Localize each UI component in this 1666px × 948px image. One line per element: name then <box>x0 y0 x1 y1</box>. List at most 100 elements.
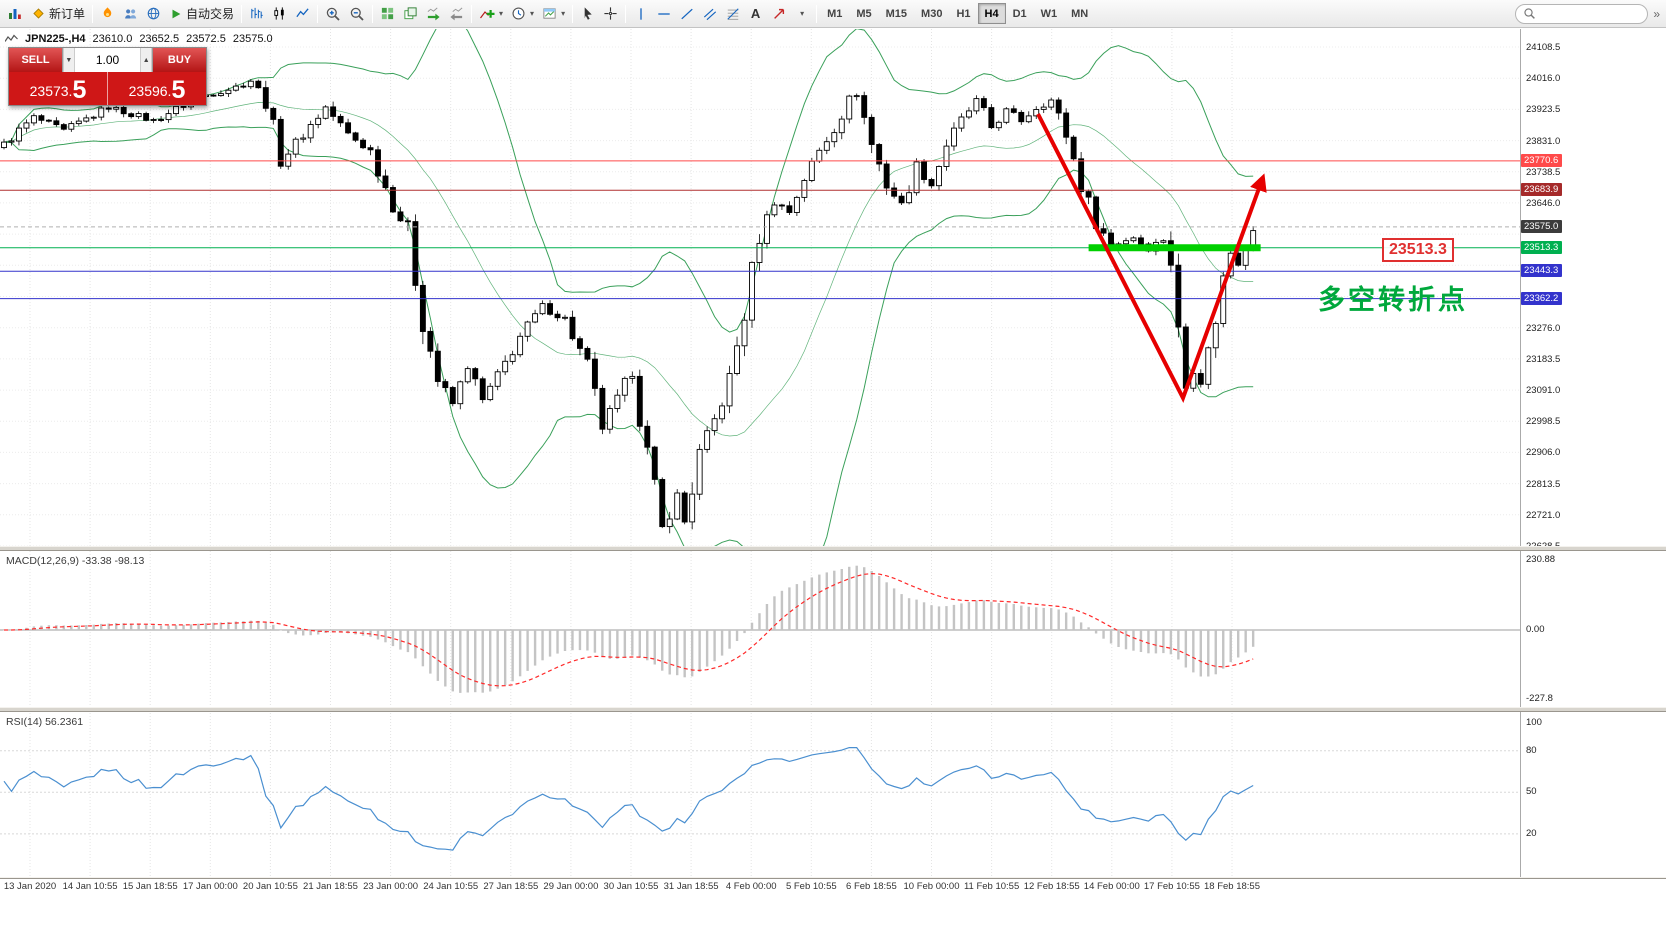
sell-price[interactable]: 23573. 5 <box>9 72 107 105</box>
toolbar-separator <box>372 4 374 23</box>
toolbar-separator <box>241 4 243 23</box>
price-tick: 23276.0 <box>1526 323 1561 334</box>
timeframe-h1[interactable]: H1 <box>949 3 977 24</box>
chevron-double-glyph: » <box>1653 6 1660 21</box>
globe-icon[interactable] <box>142 2 165 25</box>
toolbar-separator <box>471 4 473 23</box>
vertical-line-icon[interactable] <box>629 2 652 25</box>
channel-icon[interactable] <box>698 2 721 25</box>
chart-shift-icon[interactable] <box>445 2 468 25</box>
volume-increase-button[interactable]: ▲ <box>140 48 152 72</box>
shapes-dropdown-glyph: ▾ <box>800 9 805 18</box>
price-tick: 24108.5 <box>1526 42 1561 53</box>
price-marker: 23575.0 <box>1521 220 1563 233</box>
toolbar-overflow-icon[interactable]: » <box>1653 7 1660 21</box>
time-tick-label: 29 Jan 00:00 <box>543 881 599 892</box>
timeframe-m15[interactable]: M15 <box>879 3 914 24</box>
time-tick-label: 21 Jan 18:55 <box>303 881 358 892</box>
macd-axis-zero: 0.00 <box>1526 624 1545 635</box>
time-tick-label: 31 Jan 18:55 <box>663 881 719 892</box>
horizontal-line-icon[interactable] <box>652 2 675 25</box>
cursor-icon[interactable] <box>576 2 599 25</box>
time-tick-label: 11 Feb 10:55 <box>963 881 1020 892</box>
candlestick-chart-icon[interactable] <box>268 2 291 25</box>
sell-price-pip: 5 <box>72 76 87 104</box>
time-tick-label: 20 Jan 10:55 <box>242 881 298 892</box>
search-input[interactable] <box>1540 7 1641 20</box>
tile-windows-icon[interactable] <box>376 2 399 25</box>
charts-icon[interactable] <box>3 2 27 25</box>
rsi-axis-20: 20 <box>1526 828 1537 839</box>
symbol-info: JPN225-,H4 23610.0 23652.5 23572.5 23575… <box>5 33 273 45</box>
templates-button[interactable]: ▾ <box>538 2 569 25</box>
price-tick: 22813.5 <box>1526 479 1561 490</box>
bar-chart-icon[interactable] <box>245 2 268 25</box>
macd-axis-max: 230.88 <box>1526 554 1556 565</box>
autotrading-button[interactable]: 自动交易 <box>165 2 238 25</box>
time-tick-label: 17 Feb 10:55 <box>1143 881 1200 892</box>
ohlc-high: 23652.5 <box>139 33 180 45</box>
panel-divider-macd[interactable] <box>0 546 1666 551</box>
cascade-windows-icon[interactable] <box>399 2 422 25</box>
rsi-axis-50: 50 <box>1526 786 1537 797</box>
indicators-button[interactable]: ▾ <box>475 2 507 25</box>
crosshair-icon[interactable] <box>599 2 622 25</box>
macd-label: MACD(12,26,9) -33.38 -98.13 <box>6 555 145 567</box>
metaeditor-icon[interactable] <box>96 2 119 25</box>
timeframe-m5[interactable]: M5 <box>849 3 878 24</box>
symbol-chart-icon <box>5 34 18 42</box>
ohlc-low: 23572.5 <box>186 33 226 45</box>
toolbar-separator <box>317 4 319 23</box>
timeframe-mn[interactable]: MN <box>1064 3 1095 24</box>
timeframe-h4[interactable]: H4 <box>977 3 1006 24</box>
timeframe-m30[interactable]: M30 <box>914 3 949 24</box>
panel-divider-rsi[interactable] <box>0 707 1666 712</box>
buy-button[interactable]: BUY <box>153 48 206 72</box>
buy-price-main: 23596. <box>128 83 172 99</box>
zoom-in-icon[interactable] <box>321 2 345 25</box>
price-tick: 22721.0 <box>1526 510 1561 521</box>
rsi-axis-80: 80 <box>1526 745 1537 756</box>
price-marker: 23362.2 <box>1521 292 1563 305</box>
zoom-out-icon[interactable] <box>345 2 369 25</box>
periods-dropdown-icon: ▾ <box>530 9 535 18</box>
periods-button[interactable]: ▾ <box>507 2 538 25</box>
shapes-dropdown-icon[interactable]: ▾ <box>790 2 813 25</box>
symbol-title: JPN225-,H4 <box>25 33 86 45</box>
turning-point-annotation: 多空转折点 <box>1318 285 1468 315</box>
time-tick-label: 27 Jan 18:55 <box>483 881 539 892</box>
fibonacci-icon[interactable] <box>721 2 744 25</box>
symbol-search-box[interactable] <box>1515 3 1649 24</box>
timeframe-m1[interactable]: M1 <box>820 3 849 24</box>
new-order-button[interactable]: 新订单 <box>27 2 89 25</box>
macd-axis-min: -227.8 <box>1526 693 1553 704</box>
time-tick-label: 17 Jan 00:00 <box>182 881 238 892</box>
time-tick-label: 30 Jan 10:55 <box>603 881 659 892</box>
buy-price[interactable]: 23596. 5 <box>107 72 206 105</box>
time-tick-label: 13 Jan 2020 <box>3 881 57 892</box>
rsi-axis-100: 100 <box>1526 717 1542 728</box>
trendline-icon[interactable] <box>675 2 698 25</box>
sell-button[interactable]: SELL <box>9 48 62 72</box>
new-order-label: 新订单 <box>49 7 86 21</box>
autoscroll-icon[interactable] <box>422 2 445 25</box>
arrows-tool-icon[interactable] <box>767 2 790 25</box>
time-axis-divider <box>0 877 1666 879</box>
volume-decrease-button[interactable]: ▼ <box>63 48 75 72</box>
one-click-trading-panel: SELL ▼ ▲ BUY 23573.5 23596.5 <box>8 47 207 106</box>
timeframe-d1[interactable]: D1 <box>1006 3 1034 24</box>
price-tick: 22906.0 <box>1526 447 1561 458</box>
toolbar-separator <box>572 4 574 23</box>
community-icon[interactable] <box>119 2 142 25</box>
toolbar-separator <box>816 4 818 23</box>
toolbar-separator <box>92 4 94 23</box>
price-tick: 22998.5 <box>1526 416 1561 427</box>
volume-input[interactable] <box>74 48 141 72</box>
line-chart-icon[interactable] <box>291 2 314 25</box>
time-tick-label: 5 Feb 10:55 <box>785 881 837 892</box>
text-tool-icon[interactable]: A <box>744 2 767 25</box>
timeframe-w1[interactable]: W1 <box>1034 3 1065 24</box>
price-marker: 23770.6 <box>1521 154 1563 167</box>
